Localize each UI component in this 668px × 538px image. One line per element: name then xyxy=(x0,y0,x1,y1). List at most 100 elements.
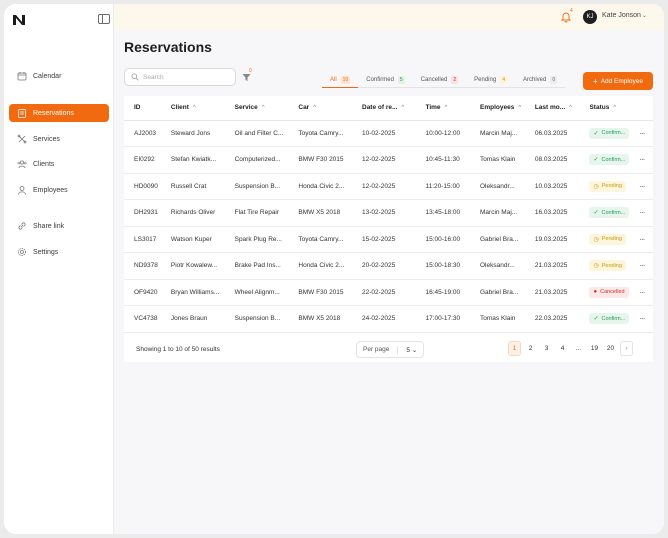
cell-date: 22-02-2025 xyxy=(352,279,416,306)
column-header-id[interactable]: ID xyxy=(124,96,161,121)
page-button[interactable]: 20 xyxy=(606,345,615,352)
per-page-value[interactable]: 5 ⌄ xyxy=(397,345,417,354)
tab-cancelled[interactable]: Cancelled 2 xyxy=(412,72,467,88)
plus-icon: + xyxy=(593,76,598,86)
chevron-down-icon[interactable]: ⌄ xyxy=(642,13,648,19)
logo-icon[interactable] xyxy=(12,14,26,26)
sidebar-item-services[interactable]: Services xyxy=(9,130,109,148)
status-label: Pending xyxy=(601,183,622,190)
sort-icon[interactable]: ^ xyxy=(613,105,617,112)
more-options-icon[interactable]: ··· xyxy=(639,261,645,271)
column-header-time[interactable]: Time ^ xyxy=(415,96,470,121)
page-button[interactable]: 1 xyxy=(508,341,521,356)
tab-pending[interactable]: Pending 4 xyxy=(466,72,515,88)
tab-confirmed[interactable]: Confirmed 5 xyxy=(358,72,413,88)
column-header-car[interactable]: Car ^ xyxy=(288,96,352,121)
cell-status: ✓ Confirm... xyxy=(579,305,630,333)
table-row[interactable]: VC4738 Jones Braun Suspension B... BMW X5 2… xyxy=(124,305,653,333)
column-header-status[interactable]: Status ^ xyxy=(579,96,630,121)
more-options-icon[interactable]: ··· xyxy=(639,287,645,297)
column-header-date[interactable]: Date of re... ^ xyxy=(352,96,416,121)
more-options-icon[interactable]: ··· xyxy=(639,181,645,191)
search-input[interactable] xyxy=(143,73,233,81)
page-button[interactable]: 2 xyxy=(528,345,533,352)
column-header-employees[interactable]: Employees ^ xyxy=(470,96,525,121)
top-bar: 4 KJ Kate Jonson ⌄ xyxy=(114,4,664,30)
tab-count: 5 xyxy=(397,75,405,84)
sort-icon[interactable]: ^ xyxy=(261,105,265,112)
per-page-select[interactable]: Per page 5 ⌄ xyxy=(356,341,425,358)
sort-icon[interactable]: ^ xyxy=(569,105,572,112)
cell-client: Jones Braun xyxy=(160,305,225,333)
add-employee-button[interactable]: + Add Employee xyxy=(583,72,653,90)
column-header-last-modified[interactable]: Last mo... ^ xyxy=(524,96,580,121)
column-header-client[interactable]: Client ^ xyxy=(160,96,225,121)
filter-icon[interactable] xyxy=(242,73,251,82)
cell-client: Bryan Williams... xyxy=(160,279,225,306)
cell-car: BMW F30 2015 xyxy=(288,146,352,174)
more-options-icon[interactable]: ··· xyxy=(639,208,645,218)
sort-icon[interactable]: ^ xyxy=(444,105,448,112)
sidebar-item-employees[interactable]: Employees xyxy=(9,181,109,199)
more-options-icon[interactable]: ··· xyxy=(639,155,645,165)
table-row[interactable]: AJ2003 Steward Jons Oil and Filter C... Toy… xyxy=(124,120,653,147)
sidebar-item-clients[interactable]: Clients xyxy=(9,155,109,173)
avatar[interactable]: KJ xyxy=(583,10,597,24)
page-button[interactable]: 19 xyxy=(590,345,599,352)
gear-icon xyxy=(17,247,27,257)
tab-count: 0 xyxy=(550,75,558,84)
cell-actions: ··· xyxy=(629,226,653,253)
cell-id: ND9378 xyxy=(124,252,161,280)
more-options-icon[interactable]: ··· xyxy=(639,234,645,244)
reservations-table-card: ID Client ^ Service ^ Car ^ Date of re... ^ … xyxy=(124,96,653,362)
column-header-service[interactable]: Service ^ xyxy=(224,96,289,121)
cell-time: 10:45-11:30 xyxy=(415,146,470,174)
cell-employee: Tomas Klain xyxy=(470,146,525,174)
more-options-icon[interactable]: ··· xyxy=(639,128,645,138)
table-row[interactable]: ND9378 Piotr Kowalew... Brake Pad Ins... Ho… xyxy=(124,252,653,280)
cell-employee: Gabriel Bra... xyxy=(470,226,525,253)
page-button[interactable]: 4 xyxy=(560,345,565,352)
status-badge: ◷ Pending xyxy=(589,180,626,192)
table-row[interactable]: LS3017 Watson Kuper Spark Plug Re... Toyota… xyxy=(124,226,653,253)
table-row[interactable]: DH2931 Richards Oliver Flat Tire Repair BMW… xyxy=(124,199,653,227)
user-name[interactable]: Kate Jonson xyxy=(602,12,641,19)
cell-employee: Tomas Klain xyxy=(470,305,525,333)
more-options-icon[interactable]: ··· xyxy=(639,314,645,324)
cell-employee: Oleksandr... xyxy=(470,173,525,200)
status-badge: ✓ Confirm... xyxy=(589,127,630,139)
status-badge: ● Cancelled xyxy=(589,286,629,298)
cell-id: AJ2003 xyxy=(124,120,161,147)
tab-label: Archived xyxy=(522,76,547,83)
next-page-icon[interactable]: › xyxy=(620,341,633,356)
cell-date: 10-02-2025 xyxy=(352,120,416,147)
check-icon: ✓ xyxy=(593,157,599,164)
table-row[interactable]: OF9420 Bryan Williams... Wheel Alignm... BM… xyxy=(124,279,653,306)
cell-time: 10:00-12:00 xyxy=(415,120,470,147)
sidebar-item-settings[interactable]: Settings xyxy=(9,243,109,261)
cell-car: Honda Civic 2... xyxy=(288,252,352,280)
cell-status: ◷ Pending xyxy=(579,226,630,253)
cell-status: ✓ Confirm... xyxy=(579,120,630,147)
search-box[interactable] xyxy=(124,68,236,86)
sort-icon[interactable]: ^ xyxy=(401,105,405,112)
main-content: 4 KJ Kate Jonson ⌄ Reservations 0 All 10… xyxy=(114,4,664,534)
cell-service: Flat Tire Repair xyxy=(224,199,289,227)
cell-date: 15-02-2025 xyxy=(352,226,416,253)
page-button[interactable]: 3 xyxy=(544,345,549,352)
table-row[interactable]: HD0090 Russell Crat Suspension B... Honda C… xyxy=(124,173,653,200)
sidebar-item-reservations[interactable]: Reservations xyxy=(9,104,109,122)
sidebar-item-share-link[interactable]: Share link xyxy=(9,217,109,235)
sidebar-item-calendar[interactable]: Calendar xyxy=(9,67,109,85)
bell-icon[interactable] xyxy=(560,11,572,23)
tab-count: 2 xyxy=(451,75,459,84)
link-icon xyxy=(17,221,27,231)
sidebar: Calendar Reservations Services Clients E… xyxy=(4,4,114,534)
sort-icon[interactable]: ^ xyxy=(518,105,522,112)
sidebar-collapse-icon[interactable] xyxy=(98,14,110,24)
tab-all[interactable]: All 10 xyxy=(322,72,359,88)
sort-icon[interactable]: ^ xyxy=(313,105,317,112)
sort-icon[interactable]: ^ xyxy=(192,105,196,112)
table-row[interactable]: EI0292 Stefan Kwiatk... Computerized... BMW… xyxy=(124,146,653,174)
tab-archived[interactable]: Archived 0 xyxy=(514,72,566,88)
